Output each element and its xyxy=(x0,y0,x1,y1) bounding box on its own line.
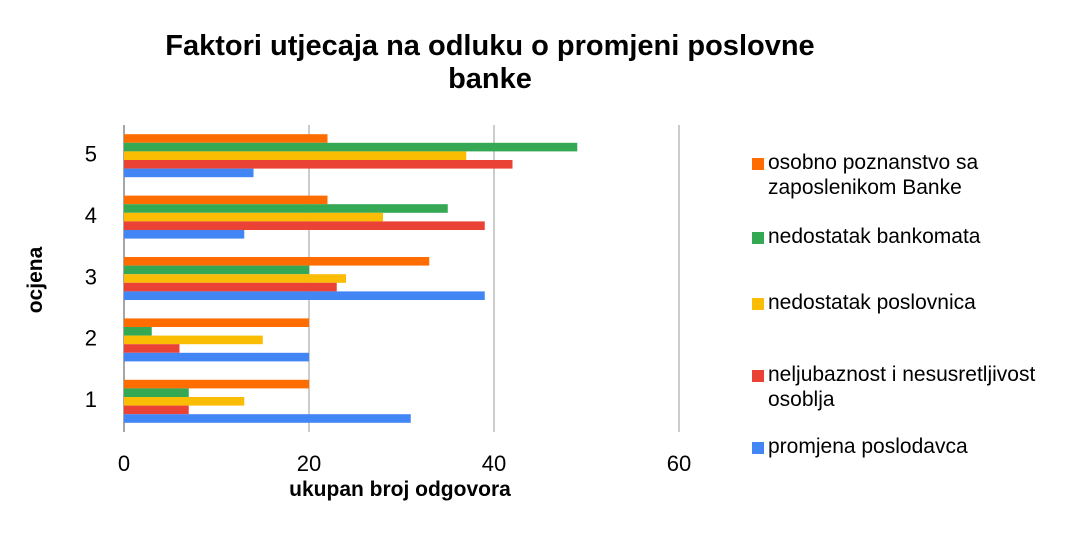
bar xyxy=(124,274,346,283)
x-tick-label: 60 xyxy=(667,451,691,476)
y-axis-label: ocjena xyxy=(24,246,47,313)
bar xyxy=(124,335,263,345)
y-tick-label: 3 xyxy=(85,264,97,289)
plot: ukupan broj odgovora ocjena 0 20 40 60 1 2 3 4 5 xyxy=(24,125,691,501)
bar xyxy=(124,318,309,327)
bar xyxy=(124,257,430,266)
bar xyxy=(124,344,180,353)
bar xyxy=(124,388,189,397)
bar xyxy=(124,160,513,169)
legend-swatch xyxy=(752,370,764,382)
legend-entry: osobno poznanstvo sa zaposlenikom Banke xyxy=(752,150,1008,200)
bar xyxy=(124,327,152,336)
legend-swatch xyxy=(752,298,764,310)
legend-entry: neljubaznost i nesusretljivost osoblja xyxy=(752,362,1086,412)
bar xyxy=(124,230,245,239)
bar xyxy=(124,204,448,213)
bar xyxy=(124,405,189,415)
chart-title: Faktori utjecaja na odluku o promjeni po… xyxy=(165,30,815,95)
bar xyxy=(124,379,309,389)
legend-swatch xyxy=(752,442,764,454)
y-tick-label: 2 xyxy=(85,326,97,351)
bar xyxy=(124,151,467,160)
bar xyxy=(124,134,328,143)
legend-label: nedostatak poslovnica xyxy=(768,291,976,314)
legend-label: neljubaznost i nesusretljivost osoblja xyxy=(768,363,1036,411)
bar xyxy=(124,265,309,275)
x-axis-label: ukupan broj odgovora xyxy=(289,478,511,501)
legend-entry: promjena poslodavca xyxy=(752,434,1086,459)
y-tick-label: 1 xyxy=(85,387,97,412)
x-tick-label: 0 xyxy=(118,451,130,476)
bar xyxy=(124,414,411,423)
legend-entry: nedostatak poslovnica xyxy=(752,290,1086,315)
legend-label: promjena poslodavca xyxy=(768,435,968,458)
legend-entry: nedostatak bankomata xyxy=(752,224,1086,249)
bar xyxy=(124,282,337,292)
x-tick-label: 20 xyxy=(297,451,321,476)
bar xyxy=(124,352,309,362)
bar xyxy=(124,397,245,406)
bar xyxy=(124,195,328,205)
y-tick-label: 4 xyxy=(85,203,97,228)
legend-label: osobno poznanstvo sa zaposlenikom Banke xyxy=(768,151,979,199)
bar xyxy=(124,221,485,230)
bar xyxy=(124,168,254,178)
legend-swatch xyxy=(752,232,764,244)
legend-label: nedostatak bankomata xyxy=(768,225,981,248)
y-tick-label: 5 xyxy=(85,142,97,167)
legend-swatch xyxy=(752,158,764,170)
bar xyxy=(124,212,383,222)
bar xyxy=(124,142,578,152)
x-tick-label: 40 xyxy=(482,451,506,476)
bar xyxy=(124,291,485,300)
